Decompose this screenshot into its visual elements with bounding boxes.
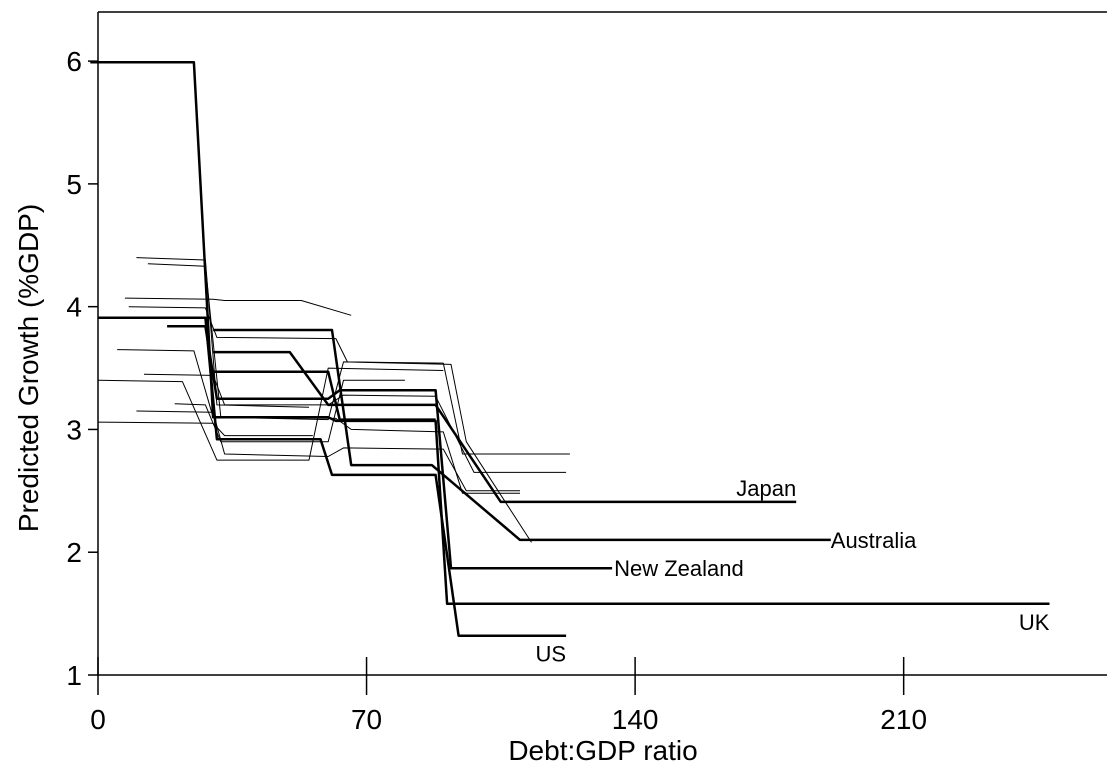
series-line xyxy=(136,257,310,408)
series-label: Australia xyxy=(831,528,917,553)
series-label: UK xyxy=(1019,610,1050,635)
x-tick-label: 0 xyxy=(90,704,106,735)
x-tick-label: 210 xyxy=(880,704,927,735)
x-tick-label: 140 xyxy=(612,704,659,735)
series-line xyxy=(213,328,831,542)
series-line xyxy=(124,297,352,316)
series-line xyxy=(117,349,520,494)
series-line xyxy=(174,379,405,443)
y-tick-label: 1 xyxy=(66,660,82,691)
y-tick-label: 4 xyxy=(66,292,82,323)
series-label: New Zealand xyxy=(614,556,744,581)
series-label: Japan xyxy=(736,476,796,501)
series-line xyxy=(97,367,444,461)
y-tick-label: 6 xyxy=(66,46,82,77)
series-line xyxy=(90,61,1050,606)
series-line xyxy=(213,370,436,421)
y-tick-label: 5 xyxy=(66,169,82,200)
y-axis-title: Predicted Growth (%GDP) xyxy=(13,204,44,532)
y-tick-label: 2 xyxy=(66,537,82,568)
series-line xyxy=(98,316,567,637)
series-line xyxy=(213,350,797,504)
series-line xyxy=(97,421,313,437)
x-tick-label: 70 xyxy=(351,704,382,735)
y-tick-label: 3 xyxy=(66,414,82,445)
series-label: US xyxy=(535,642,566,667)
x-axis-title: Debt:GDP ratio xyxy=(508,735,697,766)
series-line xyxy=(147,263,532,543)
